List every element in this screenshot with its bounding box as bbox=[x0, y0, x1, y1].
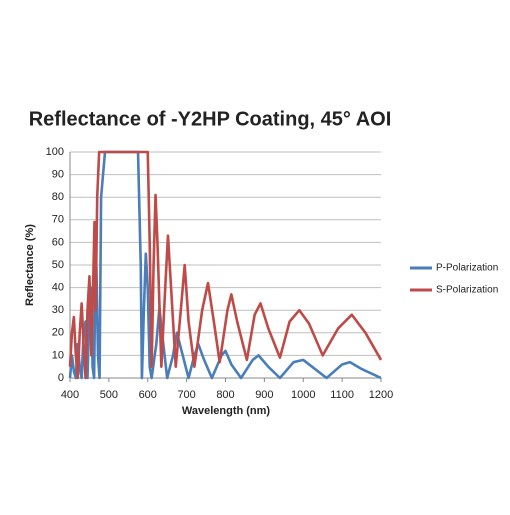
y-tick-label: 50 bbox=[52, 259, 64, 271]
chart-title: Reflectance of -Y2HP Coating, 45° AOI bbox=[29, 108, 392, 130]
y-tick-label: 60 bbox=[52, 236, 64, 248]
x-tick-label: 900 bbox=[255, 389, 273, 401]
x-axis-label: Wavelength (nm) bbox=[182, 405, 271, 417]
y-axis-label: Reflectance (%) bbox=[24, 224, 36, 306]
x-tick-label: 800 bbox=[216, 389, 234, 401]
x-tick-label: 700 bbox=[177, 389, 195, 401]
y-tick-label: 90 bbox=[52, 169, 64, 181]
x-tick-label: 1200 bbox=[369, 389, 393, 401]
y-tick-label: 10 bbox=[52, 349, 64, 361]
series-line bbox=[68, 150, 383, 380]
y-tick-label: 0 bbox=[58, 372, 64, 384]
legend-label: P-Polarization bbox=[436, 263, 498, 274]
legend-label: S-Polarization bbox=[436, 285, 498, 296]
x-tick-label: 500 bbox=[100, 389, 118, 401]
series-line bbox=[68, 150, 382, 380]
x-tick-label: 1100 bbox=[330, 389, 354, 401]
y-tick-label: 80 bbox=[52, 191, 64, 203]
y-tick-label: 30 bbox=[52, 304, 64, 316]
y-tick-label: 20 bbox=[52, 327, 64, 339]
x-tick-label: 600 bbox=[139, 389, 157, 401]
x-tick-label: 400 bbox=[61, 389, 79, 401]
x-tick-label: 1000 bbox=[291, 389, 315, 401]
y-tick-label: 100 bbox=[46, 146, 64, 158]
y-tick-label: 70 bbox=[52, 214, 64, 226]
y-tick-label: 40 bbox=[52, 282, 64, 294]
